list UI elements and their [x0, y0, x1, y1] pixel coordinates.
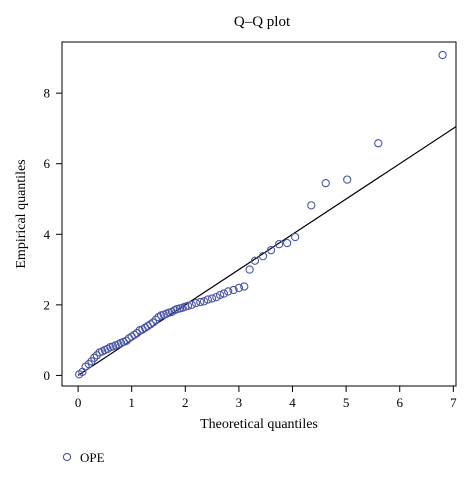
data-point [274, 240, 284, 249]
y-tick-label: 0 [44, 368, 51, 383]
x-tick-label: 4 [289, 395, 296, 410]
data-point [196, 297, 205, 307]
data-point [215, 290, 225, 300]
y-tick-label: 6 [44, 156, 51, 171]
legend-label-ope: OPE [80, 450, 105, 465]
data-point [291, 232, 300, 242]
scatter-points [75, 50, 447, 379]
y-tick-label: 2 [44, 297, 51, 312]
data-point [90, 353, 99, 362]
data-point [199, 297, 209, 306]
data-point [203, 295, 212, 304]
data-point [191, 298, 201, 308]
data-point [224, 287, 233, 296]
plot-frame [61, 41, 457, 387]
data-point [321, 178, 330, 188]
x-axis: 0 1 2 3 4 5 6 7 [75, 386, 457, 410]
x-tick-label: 0 [75, 395, 82, 410]
data-point [151, 315, 160, 324]
data-point [266, 246, 276, 255]
data-point [84, 359, 93, 369]
data-point [92, 351, 101, 360]
x-tick-label: 6 [396, 395, 403, 410]
legend: OPE [62, 450, 105, 465]
x-tick-label: 1 [128, 395, 135, 410]
data-point [250, 256, 260, 265]
data-point [343, 175, 352, 184]
x-tick-label: 5 [343, 395, 350, 410]
x-tick-label: 2 [182, 395, 189, 410]
data-point [148, 318, 158, 327]
y-axis-label: Empirical quantiles [14, 159, 29, 268]
x-axis-label: Theoretical quantiles [200, 417, 318, 432]
data-point [258, 252, 268, 261]
data-point [374, 139, 383, 148]
x-tick-label: 7 [450, 395, 457, 410]
data-point [183, 301, 193, 311]
data-point [234, 283, 244, 293]
data-point [229, 285, 238, 295]
data-point [438, 50, 447, 60]
y-tick-label: 4 [44, 227, 51, 242]
data-point [245, 265, 254, 274]
data-point [207, 294, 217, 303]
data-point [187, 300, 196, 310]
data-point [219, 289, 229, 298]
y-tick-label: 8 [44, 86, 51, 101]
x-tick-label: 3 [236, 395, 243, 410]
data-point [240, 282, 249, 291]
y-axis: 0 2 4 6 8 [44, 86, 62, 383]
legend-marker-icon [62, 452, 72, 462]
data-point [122, 336, 131, 345]
chart-title: Q–Q plot [234, 14, 291, 30]
data-point [307, 201, 316, 210]
data-point [282, 238, 292, 248]
